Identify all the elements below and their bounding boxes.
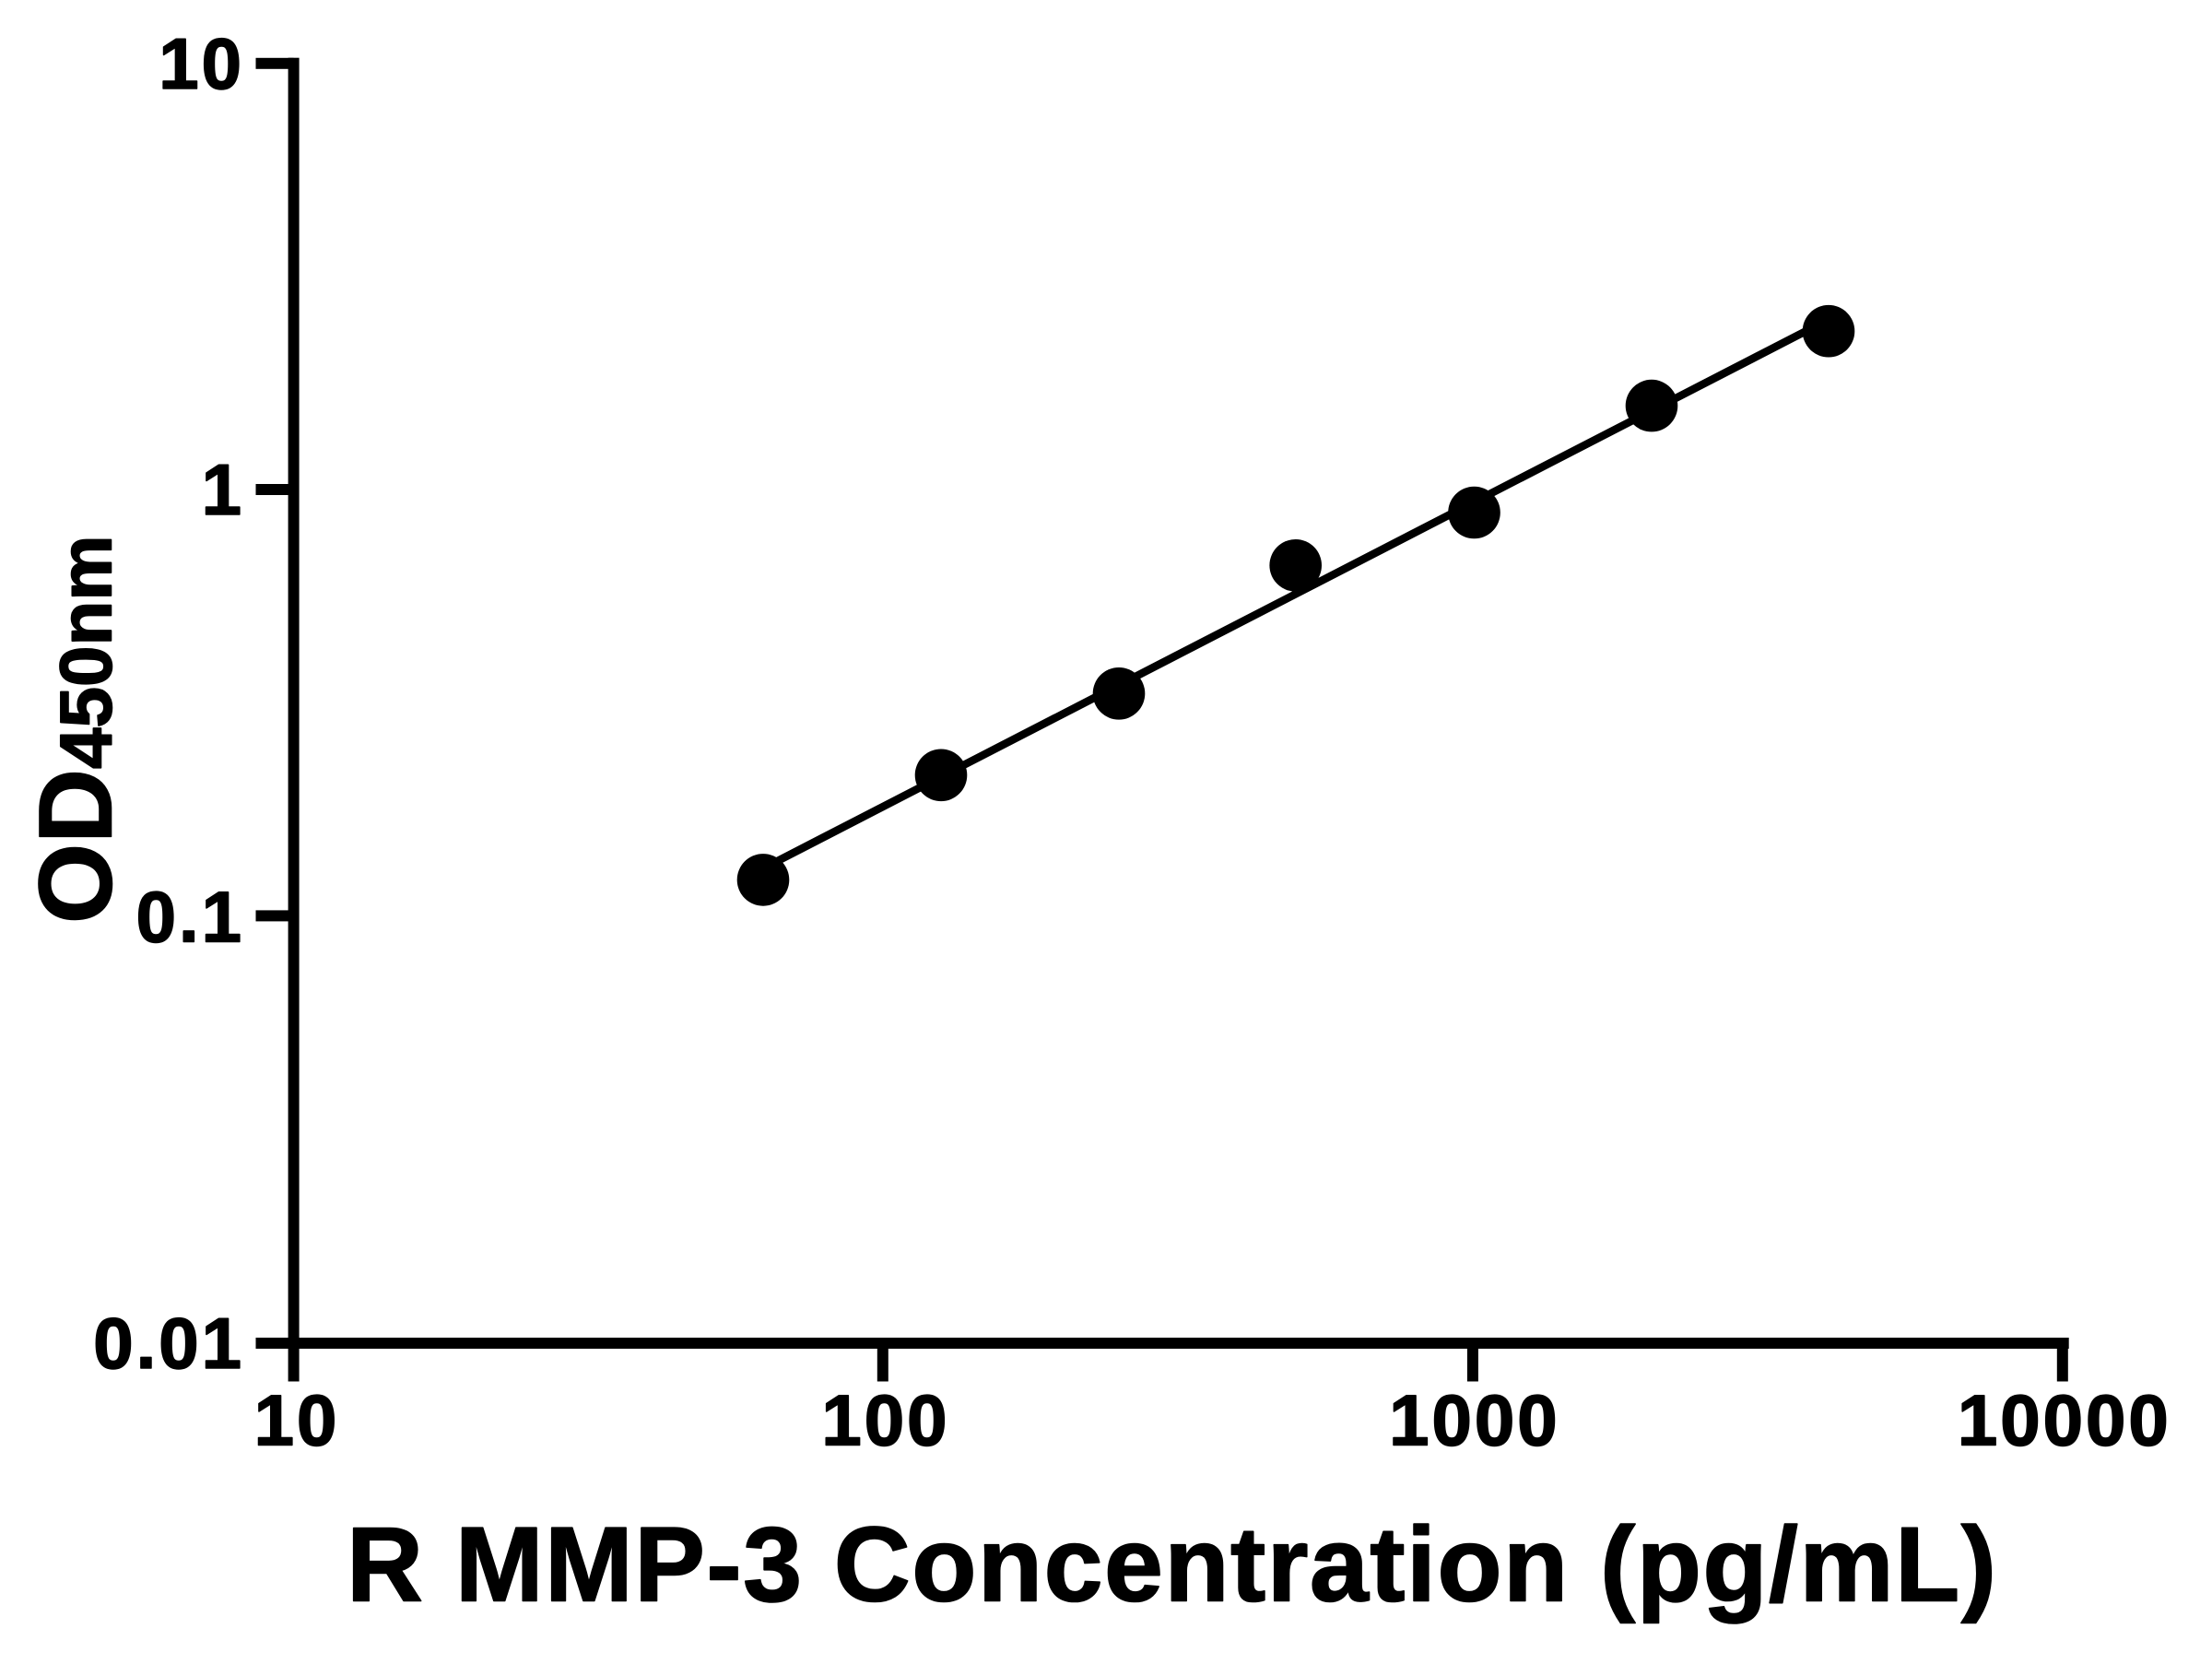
svg-text:0.1: 0.1 xyxy=(136,876,244,957)
svg-text:1: 1 xyxy=(202,449,244,530)
svg-text:10000: 10000 xyxy=(1958,1379,2171,1460)
svg-text:100: 100 xyxy=(821,1379,949,1460)
svg-text:OD450nm: OD450nm xyxy=(18,536,134,924)
svg-text:R MMP-3 Concentration (pg/mL): R MMP-3 Concentration (pg/mL) xyxy=(347,1506,1996,1624)
svg-text:10: 10 xyxy=(159,23,244,104)
svg-text:0.01: 0.01 xyxy=(93,1303,244,1384)
svg-text:1000: 1000 xyxy=(1389,1379,1560,1460)
svg-text:10: 10 xyxy=(254,1379,340,1460)
